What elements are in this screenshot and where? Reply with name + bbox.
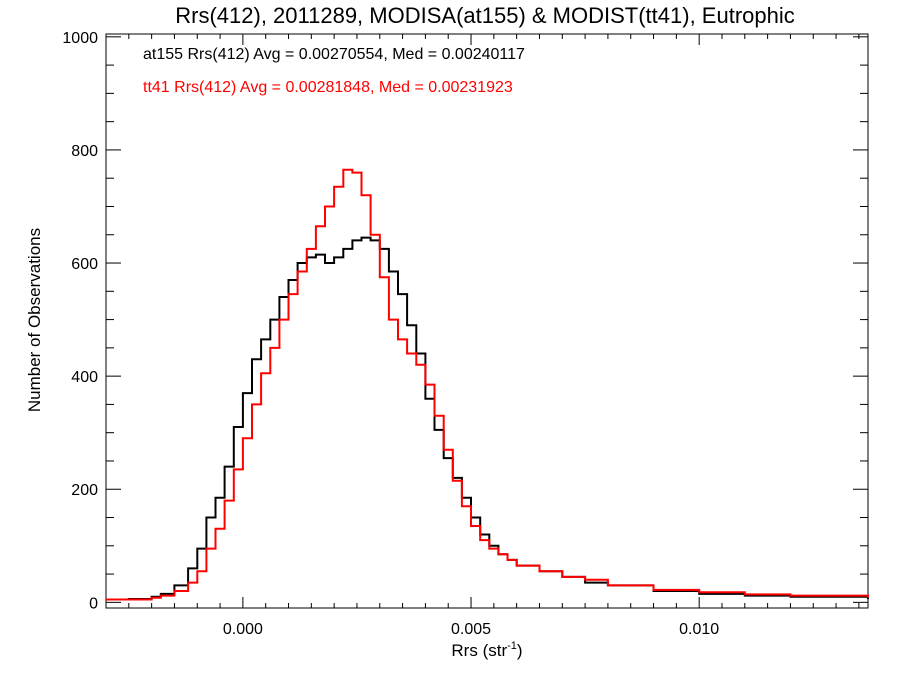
series-line-tt41	[106, 168, 869, 601]
series-layer	[106, 168, 869, 601]
x-axis-ticks: 0.000 0.005 0.010	[128, 34, 860, 638]
x-tick-label: 0.000	[223, 621, 263, 638]
legend-entry-at155: at155 Rrs(412) Avg = 0.00270554, Med = 0…	[143, 46, 525, 63]
x-axis-title: Rrs (str-1)	[451, 640, 522, 660]
plot-area-frame	[105, 33, 869, 609]
y-tick-label: 600	[71, 256, 98, 273]
y-tick-label: 400	[71, 369, 98, 386]
y-tick-label: 200	[71, 482, 98, 499]
x-tick-label: 0.005	[451, 621, 491, 638]
chart-title: Rrs(412), 2011289, MODISA(at155) & MODIS…	[175, 3, 795, 28]
y-tick-label: 1000	[62, 30, 98, 47]
y-tick-label: 800	[71, 143, 98, 160]
legend-entry-tt41: tt41 Rrs(412) Avg = 0.00281848, Med = 0.…	[143, 79, 513, 96]
y-axis-ticks: 0 200 400 600 800 1000	[62, 30, 868, 612]
series-line-at155	[106, 236, 869, 601]
y-axis-title: Number of Observations	[25, 228, 44, 412]
x-tick-label: 0.010	[679, 621, 719, 638]
y-tick-label: 0	[89, 595, 98, 612]
